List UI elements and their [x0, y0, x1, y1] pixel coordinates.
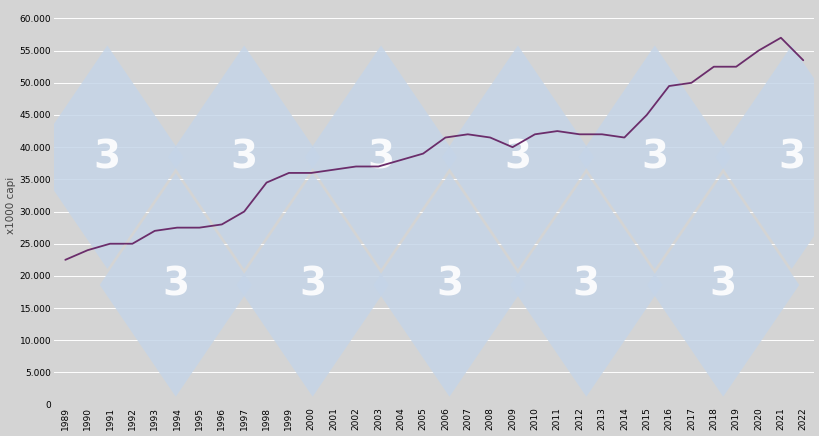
Text: 3: 3 — [708, 266, 735, 304]
Polygon shape — [305, 45, 456, 269]
Text: 3: 3 — [299, 266, 326, 304]
Y-axis label: x1000 capi: x1000 capi — [6, 177, 16, 234]
Text: 3: 3 — [572, 266, 600, 304]
Polygon shape — [715, 45, 819, 269]
Text: 3: 3 — [436, 266, 463, 304]
Polygon shape — [441, 45, 593, 269]
Text: 3: 3 — [162, 266, 189, 304]
Polygon shape — [237, 173, 388, 397]
Polygon shape — [31, 45, 183, 269]
Polygon shape — [646, 173, 799, 397]
Polygon shape — [100, 173, 251, 397]
Polygon shape — [578, 45, 730, 269]
Text: 3: 3 — [504, 138, 531, 176]
Text: 3: 3 — [640, 138, 667, 176]
Polygon shape — [509, 173, 662, 397]
Text: 3: 3 — [93, 138, 120, 176]
Text: 3: 3 — [230, 138, 257, 176]
Text: 3: 3 — [777, 138, 804, 176]
Text: 3: 3 — [367, 138, 394, 176]
Polygon shape — [168, 45, 320, 269]
Polygon shape — [373, 173, 525, 397]
